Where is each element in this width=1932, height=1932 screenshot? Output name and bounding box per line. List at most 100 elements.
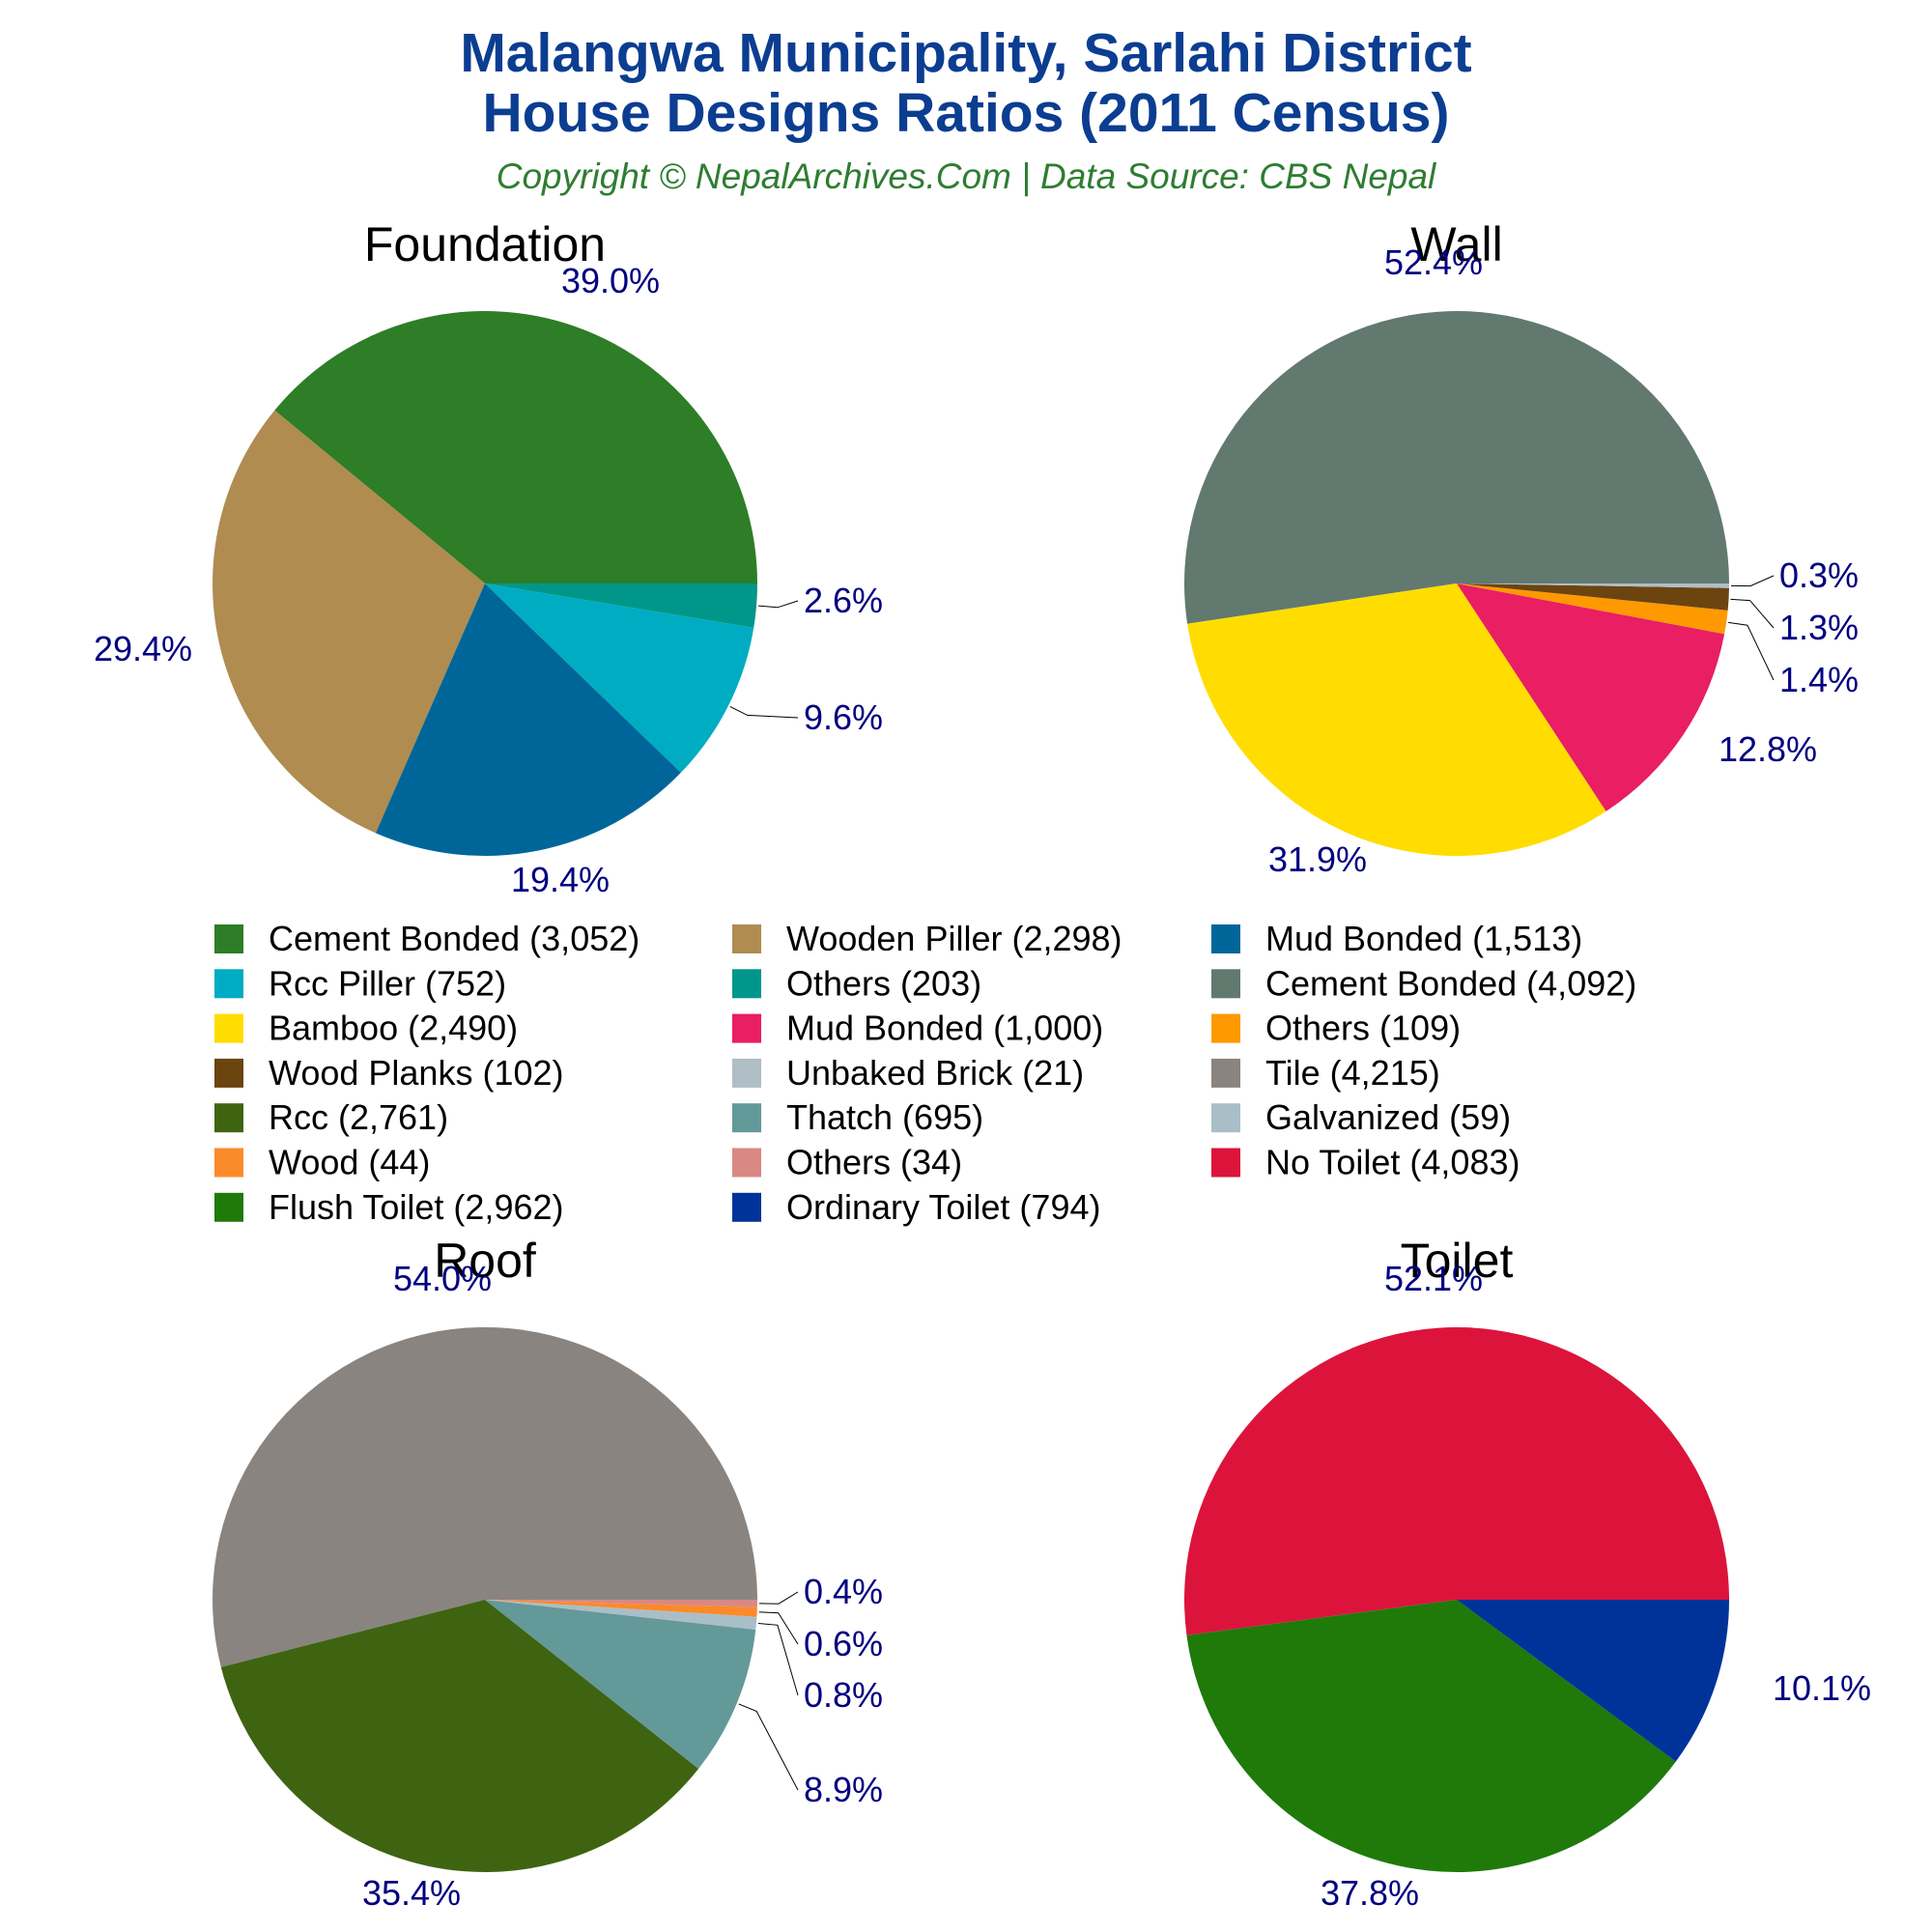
legend-label: Cement Bonded (4,092) (1265, 963, 1636, 1003)
legend-swatch (732, 1058, 761, 1088)
pct-label-toilet-flush-toilet: 37.8% (1321, 1873, 1419, 1913)
pct-label-wall-mud-bonded: 12.8% (1719, 729, 1817, 769)
pct-label-wall-others: 1.4% (1779, 660, 1859, 699)
legend-item: Rcc (2,761) (214, 1097, 448, 1137)
legend-label: Tile (4,215) (1265, 1053, 1440, 1093)
pct-label-foundation-others: 2.6% (804, 581, 883, 620)
legend-item: Mud Bonded (1,000) (732, 1009, 1103, 1048)
chart-title-line2: House Designs Ratios (2011 Census) (482, 82, 1449, 144)
legend-swatch (1211, 1103, 1240, 1133)
leader-wall-wood-planks (1730, 598, 1775, 629)
slice-roof-tile (213, 1326, 757, 1667)
legend-swatch (1211, 1013, 1240, 1043)
chart-title-line1: Malangwa Municipality, Sarlahi District (460, 22, 1471, 84)
legend-swatch (214, 969, 243, 999)
legend-item: Galvanized (59) (1211, 1097, 1511, 1137)
pie-title-foundation: Foundation (364, 217, 606, 271)
slice-wall-mud-bonded (1457, 583, 1725, 811)
slice-toilet-ordinary-toilet (1457, 1600, 1729, 1762)
slice-wall-others (1457, 583, 1728, 635)
slice-roof-others (485, 1600, 757, 1607)
legend-item: No Toilet (4,083) (1211, 1143, 1520, 1182)
chart-subtitle: Copyright © NepalArchives.Com | Data Sou… (497, 156, 1437, 196)
pct-label-toilet-ordinary-toilet: 10.1% (1773, 1668, 1871, 1708)
legend-label: Others (203) (786, 963, 981, 1003)
legend-item: Ordinary Toilet (794) (732, 1187, 1100, 1227)
leader-foundation-others (758, 600, 799, 609)
legend-item: Others (109) (1211, 1009, 1461, 1048)
legend-item: Mud Bonded (1,513) (1211, 919, 1582, 958)
slice-wall-bamboo (1187, 583, 1606, 857)
legend-swatch (214, 1148, 243, 1178)
legend-item: Wood (44) (214, 1143, 430, 1182)
slice-foundation-mud-bonded (375, 583, 681, 856)
legend-item: Rcc Piller (752) (214, 963, 506, 1003)
legend-swatch (214, 1103, 243, 1133)
legend-label: Unbaked Brick (21) (786, 1053, 1084, 1093)
pct-label-roof-thatch: 8.9% (804, 1770, 883, 1809)
pct-label-wall-unbaked-brick: 0.3% (1779, 555, 1859, 595)
legend-item: Wooden Piller (2,298) (732, 919, 1122, 958)
legend-label: Mud Bonded (1,513) (1265, 919, 1582, 958)
slice-toilet-flush-toilet (1186, 1600, 1676, 1872)
legend-swatch (732, 1103, 761, 1133)
legend-label: Others (109) (1265, 1009, 1461, 1048)
legend-label: Wood (44) (269, 1143, 430, 1182)
legend-swatch (1211, 969, 1240, 999)
slice-foundation-others (485, 583, 757, 628)
slice-roof-thatch (485, 1600, 756, 1770)
leader-roof-thatch (738, 1703, 799, 1791)
pct-label-roof-rcc: 35.4% (362, 1873, 461, 1913)
legend-item: Others (34) (732, 1143, 962, 1182)
legend-label: Galvanized (59) (1265, 1097, 1511, 1137)
legend-item: Wood Planks (102) (214, 1053, 564, 1093)
legend-label: Cement Bonded (3,052) (269, 919, 639, 958)
slice-wall-unbaked-brick (1457, 583, 1729, 588)
pct-label-foundation-rcc-piller: 9.6% (804, 697, 883, 737)
legend-label: Ordinary Toilet (794) (786, 1187, 1100, 1227)
legend-label: No Toilet (4,083) (1265, 1143, 1520, 1182)
legend-swatch (214, 1013, 243, 1043)
legend-swatch (214, 1192, 243, 1222)
legend-swatch (1211, 924, 1240, 953)
pct-label-foundation-cement-bonded: 39.0% (561, 261, 660, 300)
legend-swatch (732, 1148, 761, 1178)
legend-item: Tile (4,215) (1211, 1053, 1440, 1093)
legend-label: Thatch (695) (786, 1097, 983, 1137)
legend-item: Others (203) (732, 963, 981, 1003)
legend-swatch (214, 1058, 243, 1088)
pie-title-roof: Roof (434, 1234, 536, 1288)
legend-swatch (732, 1192, 761, 1222)
legend-item: Flush Toilet (2,962) (214, 1187, 564, 1227)
legend-item: Thatch (695) (732, 1097, 983, 1137)
pct-label-wall-wood-planks: 1.3% (1779, 608, 1859, 647)
slice-toilet-no-toilet (1184, 1326, 1729, 1635)
legend-label: Mud Bonded (1,000) (786, 1009, 1103, 1048)
legend-swatch (732, 924, 761, 953)
pct-label-roof-galvanized: 0.8% (804, 1675, 883, 1715)
legend-swatch (214, 924, 243, 953)
leader-roof-others (758, 1591, 799, 1605)
leader-roof-wood (758, 1611, 799, 1645)
legend-swatch (1211, 1058, 1240, 1088)
legend-label: Wooden Piller (2,298) (786, 919, 1122, 958)
slice-wall-wood-planks (1457, 583, 1729, 611)
legend-label: Others (34) (786, 1143, 962, 1182)
legend-label: Flush Toilet (2,962) (269, 1187, 564, 1227)
slice-foundation-cement-bonded (274, 311, 757, 583)
legend-label: Rcc Piller (752) (269, 963, 506, 1003)
legend-item: Unbaked Brick (21) (732, 1053, 1084, 1093)
pct-label-roof-tile: 54.0% (393, 1259, 492, 1298)
legend: Cement Bonded (3,052) Wooden Piller (2,29… (214, 919, 1636, 1227)
legend-item: Cement Bonded (4,092) (1211, 963, 1636, 1003)
legend-item: Cement Bonded (3,052) (214, 919, 639, 958)
slice-roof-galvanized (485, 1600, 757, 1631)
pie-title-wall: Wall (1410, 217, 1502, 271)
slice-roof-rcc (220, 1600, 699, 1872)
legend-swatch (1211, 1148, 1240, 1178)
